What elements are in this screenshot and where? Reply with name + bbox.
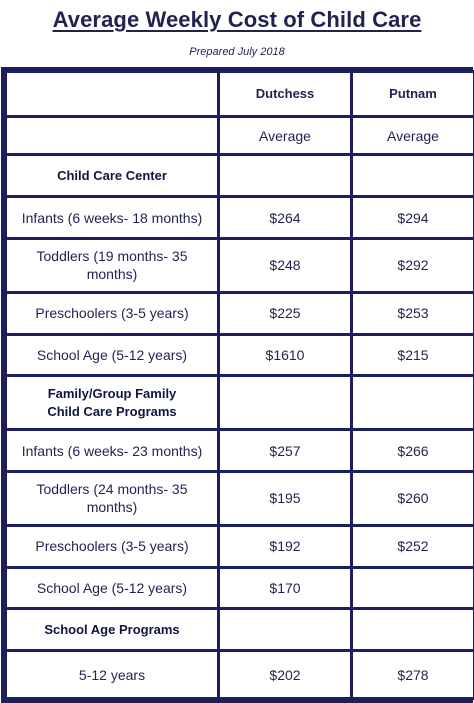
row-label: 5-12 years <box>7 652 217 697</box>
putnam-value: $260 <box>353 472 473 524</box>
dutchess-value: $264 <box>220 198 350 237</box>
table-row: Preschoolers (3-5 years) $225 $253 <box>7 293 473 333</box>
empty-cell <box>220 610 350 650</box>
dutchess-value: $248 <box>220 239 350 291</box>
header-dutchess: Dutchess <box>220 73 350 115</box>
section-label-school: School Age Programs <box>7 610 217 650</box>
header-empty-cell <box>7 73 217 115</box>
subheader-row: Average Average <box>7 117 473 154</box>
putnam-value: $278 <box>353 652 473 697</box>
row-label: School Age (5-12 years) <box>7 335 217 375</box>
header-row: Dutchess Putnam <box>7 73 473 115</box>
dutchess-value: $195 <box>220 472 350 524</box>
dutchess-value: $225 <box>220 293 350 333</box>
putnam-value: $253 <box>353 293 473 333</box>
table-row: Toddlers (24 months- 35 months) $195 $26… <box>7 472 473 524</box>
page-title: Average Weekly Cost of Child Care <box>52 7 422 32</box>
empty-cell <box>220 377 350 429</box>
table-row: School Age (5-12 years) $170 <box>7 568 473 608</box>
dutchess-value: $202 <box>220 652 350 697</box>
page-subtitle: Prepared July 2018 <box>189 46 285 58</box>
row-label: Toddlers (24 months- 35 months) <box>7 472 217 524</box>
subheader-putnam: Average <box>353 117 473 154</box>
putnam-value: $215 <box>353 335 473 375</box>
header-putnam: Putnam <box>353 73 473 115</box>
empty-cell <box>220 156 350 196</box>
row-label: School Age (5-12 years) <box>7 568 217 608</box>
subheader-empty-cell <box>7 117 217 154</box>
putnam-value: $252 <box>353 526 473 566</box>
table-row: Preschoolers (3-5 years) $192 $252 <box>7 526 473 566</box>
table-row: Toddlers (19 months- 35 months) $248 $29… <box>7 239 473 291</box>
row-label: Infants (6 weeks- 18 months) <box>7 198 217 237</box>
table-row: Infants (6 weeks- 18 months) $264 $294 <box>7 198 473 237</box>
putnam-value <box>353 568 473 608</box>
section-row-school: School Age Programs <box>7 610 473 650</box>
dutchess-value: $192 <box>220 526 350 566</box>
cost-table: Dutchess Putnam Average Average Child Ca… <box>4 70 474 700</box>
putnam-value: $294 <box>353 198 473 237</box>
table-row: Infants (6 weeks- 23 months) $257 $266 <box>7 431 473 470</box>
section-label-center: Child Care Center <box>7 156 217 196</box>
row-label: Toddlers (19 months- 35 months) <box>7 239 217 291</box>
empty-cell <box>353 377 473 429</box>
putnam-value: $292 <box>353 239 473 291</box>
dutchess-value: $1610 <box>220 335 350 375</box>
putnam-value: $266 <box>353 431 473 470</box>
section-row-family: Family/Group Family Child Care Programs <box>7 377 473 429</box>
table-row: 5-12 years $202 $278 <box>7 652 473 697</box>
section-row-center: Child Care Center <box>7 156 473 196</box>
empty-cell <box>353 156 473 196</box>
dutchess-value: $170 <box>220 568 350 608</box>
row-label: Preschoolers (3-5 years) <box>7 526 217 566</box>
row-label: Infants (6 weeks- 23 months) <box>7 431 217 470</box>
table-row: School Age (5-12 years) $1610 $215 <box>7 335 473 375</box>
subheader-dutchess: Average <box>220 117 350 154</box>
cost-table-frame: Dutchess Putnam Average Average Child Ca… <box>1 67 474 703</box>
section-label-family-line1: Family/Group Family <box>47 385 177 401</box>
section-label-family: Family/Group Family Child Care Programs <box>7 377 217 429</box>
section-label-family-line2: Child Care Programs <box>47 403 177 419</box>
row-label: Preschoolers (3-5 years) <box>7 293 217 333</box>
dutchess-value: $257 <box>220 431 350 470</box>
empty-cell <box>353 610 473 650</box>
